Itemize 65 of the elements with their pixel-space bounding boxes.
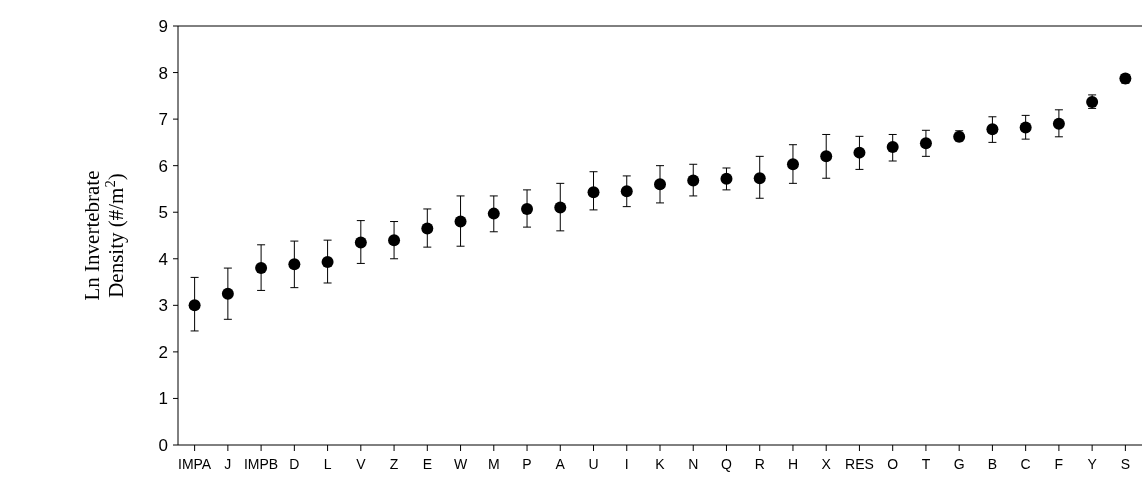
y-tick-label: 7	[158, 110, 168, 130]
x-tick-label: IMPA	[178, 456, 212, 472]
point	[753, 172, 766, 185]
x-tick-label: G	[953, 456, 965, 472]
x-tick-label: V	[356, 456, 367, 472]
point	[654, 178, 666, 191]
x-tick-label: E	[422, 456, 432, 472]
point	[421, 222, 434, 235]
point	[1019, 121, 1032, 134]
y-tick-label: 1	[158, 389, 168, 409]
x-tick-label: Z	[389, 456, 399, 472]
point	[886, 141, 899, 154]
point	[986, 123, 999, 136]
y-tick-label: 3	[158, 296, 168, 316]
x-tick-label: N	[688, 456, 699, 472]
x-tick-label: Q	[721, 456, 733, 472]
x-tick-label: K	[655, 456, 666, 472]
x-tick-label: P	[522, 456, 532, 472]
x-tick-label: R	[754, 456, 765, 472]
point	[454, 215, 467, 228]
x-tick-label: O	[887, 456, 899, 472]
point	[554, 201, 567, 214]
point	[221, 287, 234, 300]
x-tick-label: M	[487, 456, 500, 472]
x-tick-label: U	[588, 456, 599, 472]
point	[288, 258, 301, 271]
x-tick-label: F	[1054, 456, 1064, 472]
point	[388, 234, 401, 247]
x-tick-label: X	[821, 456, 832, 472]
x-tick-label: Y	[1087, 456, 1098, 472]
y-tick-label: 0	[158, 435, 168, 455]
point	[786, 158, 799, 171]
point	[354, 236, 367, 249]
point	[720, 172, 733, 185]
x-tick-label: W	[453, 456, 468, 472]
x-tick-label: H	[787, 456, 799, 472]
x-tick-label: I	[624, 456, 629, 472]
x-tick-label: L	[323, 456, 332, 472]
point	[255, 262, 268, 275]
x-tick-label: B	[987, 456, 998, 472]
x-tick-label: T	[921, 456, 931, 472]
y-tick-label: 8	[158, 63, 168, 83]
y-tick-label: 2	[158, 342, 168, 362]
point	[1052, 117, 1065, 130]
point	[487, 207, 500, 220]
x-tick-label: IMPB	[243, 456, 279, 472]
x-tick-label: RES	[845, 456, 874, 472]
x-tick-label: S	[1120, 456, 1131, 472]
x-tick-label: J	[224, 456, 232, 472]
point	[919, 137, 932, 150]
point	[620, 185, 633, 198]
y-tick-label: 9	[158, 16, 168, 36]
point	[188, 299, 201, 312]
x-tick-label: D	[289, 456, 300, 472]
point	[853, 146, 866, 159]
point	[521, 202, 534, 215]
y-tick-label: 6	[158, 156, 168, 176]
point	[687, 174, 700, 187]
y-tick-label: 4	[158, 249, 168, 269]
y-tick-label: 5	[158, 203, 168, 223]
x-tick-label: C	[1020, 456, 1031, 472]
x-tick-label: A	[555, 456, 566, 472]
point	[820, 150, 833, 163]
point	[587, 186, 600, 199]
point	[321, 256, 334, 269]
